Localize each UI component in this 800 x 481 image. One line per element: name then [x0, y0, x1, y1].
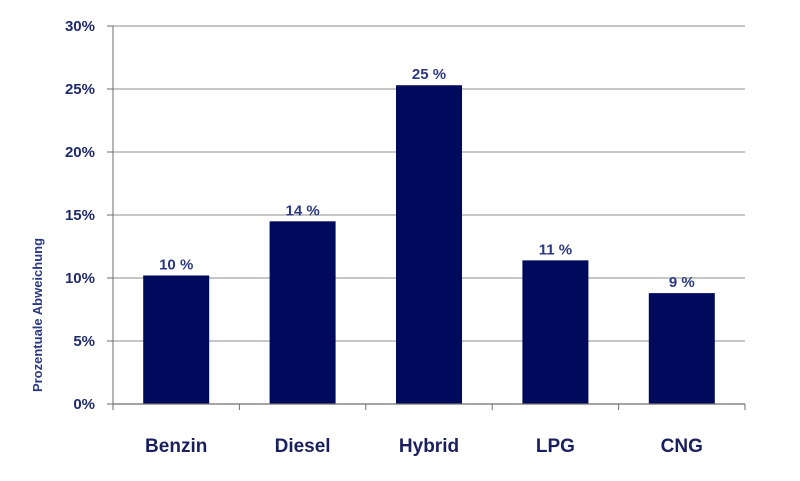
data-label: 14 % [285, 202, 319, 219]
x-tick-labels: Benzin Diesel Hybrid LPG CNG [145, 436, 703, 457]
bar-cng [648, 293, 715, 404]
data-labels: 10 % 14 % 25 % 11 % 9 % [159, 66, 695, 291]
y-tick-label: 15% [65, 207, 95, 224]
data-label: 11 % [539, 241, 572, 258]
x-tick-label: Hybrid [399, 436, 459, 457]
y-tick-label: 5% [73, 333, 95, 350]
y-tick-label: 10% [65, 270, 95, 287]
bar-benzin [143, 275, 210, 404]
y-tick-label: 25% [65, 81, 95, 98]
x-tick-label: CNG [661, 436, 703, 457]
x-tick-label: Benzin [145, 436, 207, 457]
data-label: 10 % [159, 256, 193, 273]
bar-hybrid [396, 85, 462, 404]
y-tick-label: 30% [65, 18, 95, 35]
y-tick-labels: 0% 5% 10% 15% 20% 25% 30% [65, 18, 95, 413]
y-axis-title: Prozentuale Abweichung [30, 238, 45, 392]
bar-lpg [522, 260, 589, 404]
axes [107, 25, 746, 410]
data-label: 9 % [669, 274, 695, 291]
x-tick-label: Diesel [275, 436, 331, 457]
data-label: 25 % [412, 66, 446, 83]
x-tick-label: LPG [536, 436, 575, 457]
bar-diesel [269, 221, 336, 404]
y-tick-label: 0% [73, 396, 95, 413]
bars [143, 85, 715, 404]
y-tick-label: 20% [65, 144, 95, 161]
